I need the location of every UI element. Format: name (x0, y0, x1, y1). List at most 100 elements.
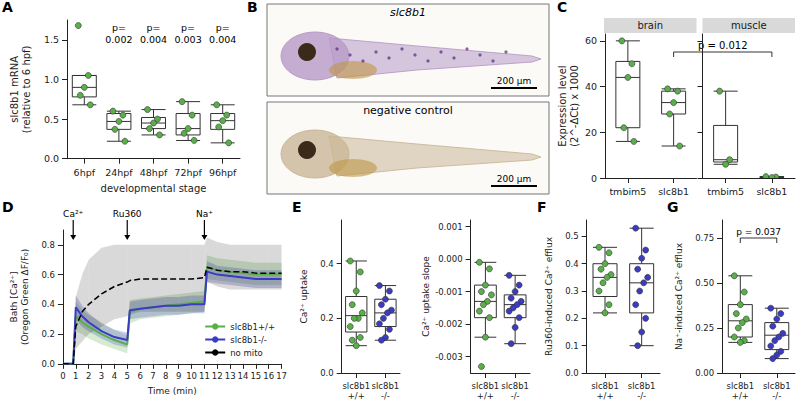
svg-text:slc8b1: slc8b1 (591, 381, 619, 391)
svg-text:slc8b1: slc8b1 (756, 186, 787, 197)
svg-text:Ru360-induced Ca²⁺ efflux: Ru360-induced Ca²⁺ efflux (544, 236, 554, 356)
svg-text:96hpf: 96hpf (209, 167, 237, 178)
svg-text:p = 0.037: p = 0.037 (736, 227, 781, 237)
svg-text:C: C (557, 0, 567, 15)
svg-text:72hpf: 72hpf (174, 167, 202, 178)
svg-text:slc8b1+/+: slc8b1+/+ (230, 322, 275, 332)
svg-text:0.25: 0.25 (695, 323, 714, 333)
svg-text:+/+: +/+ (596, 391, 613, 401)
svg-text:brain: brain (637, 20, 663, 31)
svg-text:0.2: 0.2 (565, 313, 579, 323)
svg-text:+/+: +/+ (348, 391, 365, 401)
svg-text:p=: p= (181, 22, 195, 33)
svg-text:developmental stage: developmental stage (101, 183, 207, 194)
svg-text:Na⁺: Na⁺ (196, 209, 213, 219)
svg-text:D: D (2, 200, 14, 215)
svg-text:17: 17 (276, 371, 287, 381)
svg-text:0.0: 0.0 (41, 359, 55, 369)
svg-text:Ca²⁺: Ca²⁺ (63, 209, 83, 219)
svg-text:Time (min): Time (min) (147, 386, 197, 396)
svg-text:-/-: -/- (511, 391, 520, 401)
svg-text:slc8b1: slc8b1 (342, 381, 370, 391)
svg-text:0.6: 0.6 (41, 270, 55, 280)
svg-text:0.004: 0.004 (209, 34, 236, 45)
svg-text:0.50: 0.50 (695, 278, 714, 288)
svg-text:+/+: +/+ (732, 391, 749, 401)
svg-text:24hpf: 24hpf (105, 167, 133, 178)
svg-text:0.0: 0.0 (320, 368, 334, 378)
svg-text:-/-: -/- (772, 391, 781, 401)
svg-text:2: 2 (86, 371, 91, 381)
svg-text:tmbim5: tmbim5 (609, 186, 646, 197)
svg-text:negative control: negative control (363, 104, 453, 117)
svg-text:-0.001: -0.001 (435, 287, 462, 297)
svg-text:-0.003: -0.003 (435, 352, 462, 362)
svg-text:p=: p= (216, 22, 230, 33)
svg-text:muscle: muscle (731, 20, 767, 31)
svg-text:A: A (2, 0, 13, 15)
svg-text:0.00: 0.00 (695, 368, 714, 378)
svg-text:200 µm: 200 µm (497, 76, 532, 86)
svg-text:0.0: 0.0 (44, 153, 59, 164)
svg-text:0.004: 0.004 (140, 34, 167, 45)
svg-text:B: B (247, 0, 258, 15)
svg-text:16: 16 (263, 371, 274, 381)
svg-text:0.5: 0.5 (565, 231, 579, 241)
svg-text:12: 12 (212, 371, 223, 381)
svg-text:6: 6 (137, 371, 142, 381)
svg-text:slc8b1: slc8b1 (658, 186, 689, 197)
svg-text:0.75: 0.75 (695, 233, 714, 243)
svg-text:-/-: -/- (381, 391, 390, 401)
svg-text:p = 0.012: p = 0.012 (698, 40, 748, 51)
svg-text:0.3: 0.3 (565, 286, 579, 296)
svg-text:0.4: 0.4 (41, 299, 55, 309)
svg-text:0: 0 (591, 173, 597, 184)
svg-text:0.002: 0.002 (105, 34, 132, 45)
svg-text:p=: p= (112, 22, 126, 33)
svg-text:1.0: 1.0 (44, 74, 59, 85)
svg-text:slc8b1: slc8b1 (372, 381, 400, 391)
svg-text:0.003: 0.003 (175, 34, 202, 45)
svg-text:48hpf: 48hpf (140, 167, 168, 178)
svg-text:3: 3 (99, 371, 104, 381)
svg-text:1.5: 1.5 (44, 34, 59, 45)
svg-text:9: 9 (176, 371, 181, 381)
svg-text:-/-: -/- (637, 391, 646, 401)
svg-text:(Oregon Green ΔF/F₀): (Oregon Green ΔF/F₀) (20, 249, 30, 345)
svg-text:15: 15 (250, 371, 261, 381)
svg-text:7: 7 (150, 371, 155, 381)
svg-text:slc8b1: slc8b1 (726, 381, 754, 391)
svg-text:slc8b1-/-: slc8b1-/- (230, 335, 267, 345)
svg-text:slc8b1: slc8b1 (390, 6, 426, 19)
svg-text:0.001: 0.001 (438, 222, 462, 232)
svg-text:0.1: 0.1 (565, 341, 579, 351)
svg-text:(2^-ΔCt) x 1000: (2^-ΔCt) x 1000 (569, 65, 580, 147)
svg-text:E: E (292, 200, 302, 215)
svg-text:slc8b1: slc8b1 (628, 381, 656, 391)
svg-text:+/+: +/+ (477, 391, 494, 401)
svg-text:no mito: no mito (230, 348, 262, 358)
svg-text:11: 11 (199, 371, 210, 381)
svg-text:60: 60 (585, 35, 597, 46)
svg-text:Expression level: Expression level (557, 65, 568, 146)
svg-text:0.0: 0.0 (565, 368, 579, 378)
svg-text:0.4: 0.4 (320, 259, 334, 269)
svg-text:0.8: 0.8 (41, 240, 55, 250)
svg-text:Na⁺-induced Ca²⁺ efflux: Na⁺-induced Ca²⁺ efflux (674, 242, 684, 350)
svg-text:40: 40 (585, 81, 597, 92)
svg-text:0: 0 (60, 371, 65, 381)
svg-text:slc8b1: slc8b1 (763, 381, 791, 391)
svg-text:0.2: 0.2 (320, 313, 334, 323)
svg-text:-0.002: -0.002 (435, 319, 462, 329)
svg-text:(relative to 6 hpf): (relative to 6 hpf) (21, 45, 32, 133)
svg-text:200 µm: 200 µm (497, 174, 532, 184)
svg-text:1: 1 (73, 371, 78, 381)
svg-text:Ca²⁺ uptake: Ca²⁺ uptake (299, 269, 309, 323)
svg-text:p=: p= (147, 22, 161, 33)
svg-text:G: G (667, 200, 679, 215)
svg-text:14: 14 (238, 371, 249, 381)
svg-text:tmbim5: tmbim5 (707, 186, 744, 197)
svg-text:slc8b1: slc8b1 (501, 381, 529, 391)
svg-text:slc8b1: slc8b1 (472, 381, 500, 391)
svg-text:5: 5 (125, 371, 130, 381)
